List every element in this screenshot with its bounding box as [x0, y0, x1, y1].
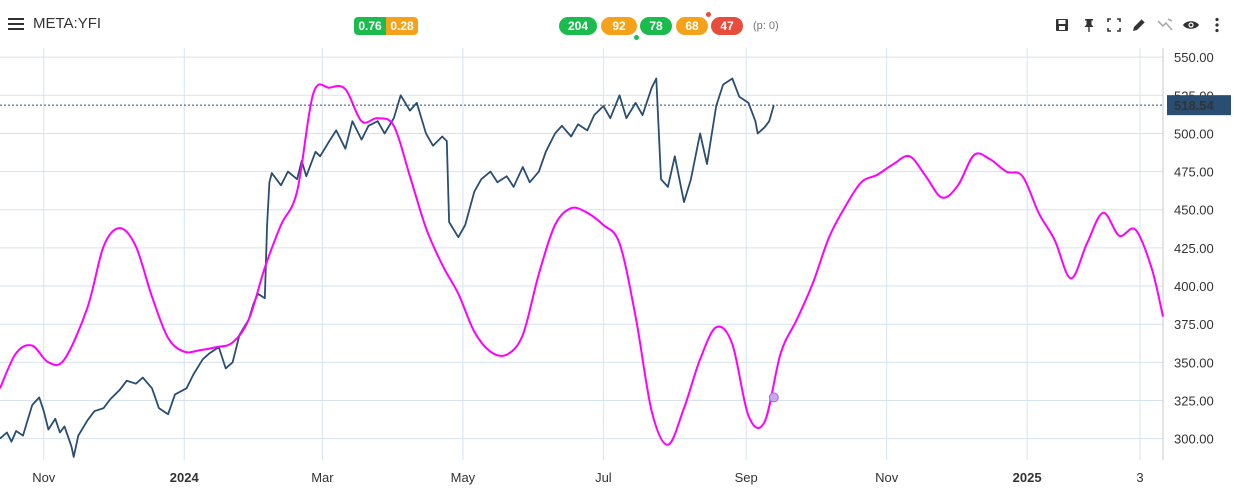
y-tick-label-1: 325.00	[1174, 393, 1214, 408]
rating-badge-1: 204	[559, 17, 597, 35]
x-tick-label-2: Mar	[311, 470, 334, 485]
symbol-label: META:YFI	[33, 15, 102, 32]
score-badge-1: 0.76	[354, 17, 386, 35]
y-tick-label-7: 475.00	[1174, 165, 1214, 180]
y-tick-label-10: 550.00	[1174, 50, 1214, 65]
rating-badge-5: 47	[711, 17, 743, 35]
x-tick-label-0: Nov	[32, 470, 56, 485]
draw-icon[interactable]	[1130, 16, 1148, 34]
chart-toolbar: META:YFI 0.76 0.28 204 92 78 68 47 (p: 0…	[0, 0, 1234, 48]
rating-badge-4: 68	[676, 17, 708, 35]
x-tick-label-6: Nov	[875, 470, 899, 485]
more-icon[interactable]	[1208, 16, 1226, 34]
x-tick-label-8: 3	[1136, 470, 1143, 485]
p-count: (p: 0)	[753, 20, 779, 32]
indicator-icon[interactable]	[1156, 16, 1174, 34]
x-tick-label-7: 2025	[1013, 470, 1042, 485]
x-tick-label-5: Sep	[735, 470, 758, 485]
indicator-marker-dot	[768, 392, 779, 403]
eye-icon[interactable]	[1182, 16, 1200, 34]
red-status-dot	[706, 12, 711, 17]
hamburger-menu-icon[interactable]	[8, 18, 24, 30]
y-tick-label-8: 500.00	[1174, 126, 1214, 141]
y-tick-label-5: 425.00	[1174, 241, 1214, 256]
x-tick-label-1: 2024	[170, 470, 200, 485]
rating-badge-3: 78	[640, 17, 672, 35]
indicator-series-line	[0, 83, 1164, 446]
price-series-line	[0, 77, 775, 458]
rating-badge-2: 92	[601, 17, 637, 35]
last-price-label-bg	[1167, 95, 1231, 116]
score-badge-2: 0.28	[386, 17, 418, 35]
x-tick-label-3: May	[451, 470, 476, 485]
y-tick-label-3: 375.00	[1174, 317, 1214, 332]
y-tick-label-6: 450.00	[1174, 203, 1214, 218]
green-status-dot	[634, 35, 639, 40]
last-price-label: 518.54	[1174, 98, 1215, 113]
save-icon[interactable]	[1053, 16, 1071, 34]
y-tick-label-0: 300.00	[1174, 432, 1214, 447]
pin-icon[interactable]	[1080, 16, 1098, 34]
fullscreen-icon[interactable]	[1105, 16, 1123, 34]
x-tick-label-4: Jul	[595, 470, 612, 485]
y-tick-label-2: 350.00	[1174, 355, 1214, 370]
y-tick-label-4: 400.00	[1174, 279, 1214, 294]
